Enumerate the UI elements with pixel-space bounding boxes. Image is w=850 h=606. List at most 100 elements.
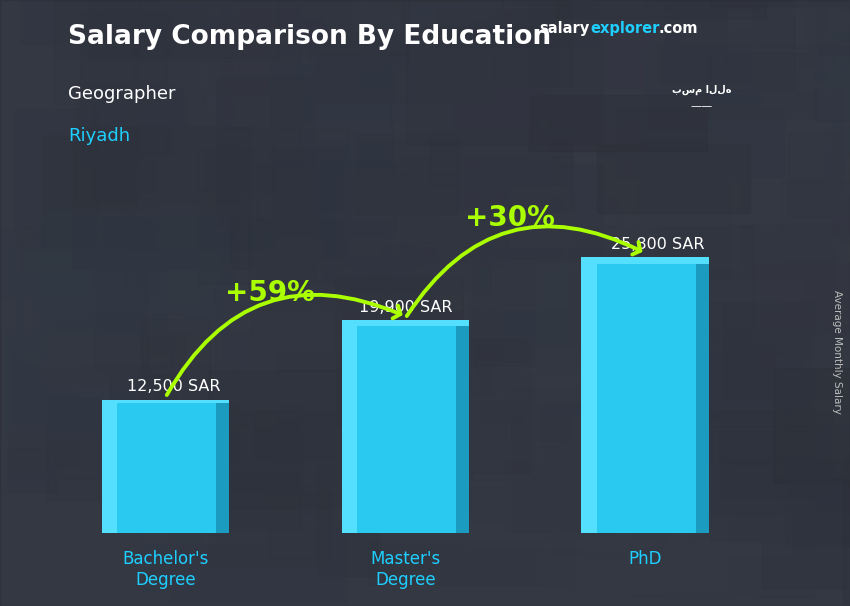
Bar bbox=[639, 139, 730, 278]
Bar bbox=[818, 0, 850, 55]
Bar bbox=[335, 277, 463, 413]
Text: 25,800 SAR: 25,800 SAR bbox=[611, 237, 705, 252]
Bar bbox=[54, 0, 204, 104]
Bar bbox=[402, 0, 502, 30]
Bar bbox=[89, 0, 279, 58]
Bar bbox=[343, 173, 507, 265]
Bar bbox=[645, 64, 761, 170]
Bar bbox=[75, 83, 188, 207]
Bar bbox=[92, 16, 173, 51]
Bar bbox=[658, 225, 847, 340]
Bar bbox=[666, 466, 791, 556]
Bar bbox=[838, 244, 850, 324]
Bar bbox=[114, 355, 208, 438]
Bar bbox=[555, 12, 688, 119]
Bar bbox=[322, 174, 490, 293]
Bar bbox=[47, 398, 99, 500]
Bar bbox=[804, 308, 850, 424]
Bar bbox=[314, 275, 389, 321]
Bar bbox=[418, 198, 619, 242]
Bar bbox=[581, 258, 597, 533]
Text: ——: —— bbox=[690, 101, 712, 111]
Bar bbox=[682, 9, 834, 134]
Bar bbox=[411, 48, 598, 140]
Bar bbox=[392, 139, 460, 175]
Bar bbox=[43, 135, 135, 245]
Bar bbox=[471, 248, 628, 366]
Bar bbox=[664, 402, 850, 539]
Bar bbox=[776, 358, 850, 478]
Bar bbox=[342, 321, 357, 533]
Bar bbox=[706, 410, 779, 513]
Bar bbox=[207, 0, 358, 95]
Bar bbox=[786, 406, 850, 546]
Bar bbox=[796, 0, 850, 88]
Bar bbox=[570, 226, 753, 341]
Bar bbox=[350, 257, 429, 358]
Bar bbox=[755, 263, 850, 367]
Bar bbox=[12, 355, 76, 467]
Bar bbox=[252, 259, 363, 381]
Bar bbox=[26, 251, 220, 363]
Bar bbox=[470, 442, 656, 547]
Bar bbox=[604, 19, 795, 90]
Bar bbox=[406, 27, 602, 145]
Bar bbox=[168, 19, 322, 54]
Bar bbox=[270, 487, 318, 559]
Bar bbox=[581, 258, 709, 533]
Bar bbox=[440, 213, 573, 308]
Bar bbox=[206, 128, 348, 261]
Bar bbox=[438, 401, 639, 451]
Bar bbox=[707, 53, 816, 118]
Bar bbox=[137, 188, 206, 302]
Bar bbox=[270, 65, 416, 122]
Bar bbox=[126, 210, 237, 298]
Bar bbox=[226, 441, 350, 521]
Bar bbox=[511, 387, 615, 533]
Bar bbox=[723, 458, 850, 512]
Bar bbox=[123, 492, 265, 544]
Bar bbox=[658, 0, 826, 82]
Bar bbox=[19, 58, 213, 105]
Text: Geographer: Geographer bbox=[68, 85, 175, 103]
Bar bbox=[296, 0, 389, 89]
Bar bbox=[381, 246, 437, 368]
Bar bbox=[581, 325, 679, 468]
Bar bbox=[21, 0, 139, 44]
Bar bbox=[170, 491, 346, 602]
Bar bbox=[157, 156, 218, 265]
Bar bbox=[198, 149, 343, 284]
Bar bbox=[93, 88, 183, 199]
Bar bbox=[173, 7, 220, 155]
Bar bbox=[788, 132, 850, 216]
Bar bbox=[348, 339, 530, 473]
Text: Average Monthly Salary: Average Monthly Salary bbox=[832, 290, 842, 413]
Bar bbox=[1, 227, 127, 298]
Bar bbox=[154, 363, 239, 462]
Text: 19,900 SAR: 19,900 SAR bbox=[359, 300, 452, 315]
Bar bbox=[537, 262, 621, 404]
Bar bbox=[48, 385, 146, 436]
Bar bbox=[172, 407, 303, 493]
Bar bbox=[505, 415, 572, 530]
Bar bbox=[159, 0, 341, 7]
Text: +59%: +59% bbox=[225, 279, 315, 307]
Bar bbox=[102, 399, 117, 533]
Bar bbox=[839, 127, 850, 171]
Bar bbox=[399, 375, 473, 514]
Bar bbox=[781, 181, 850, 331]
Bar bbox=[751, 135, 824, 176]
Bar bbox=[388, 383, 482, 484]
Bar bbox=[390, 31, 541, 131]
Bar bbox=[470, 0, 645, 39]
Bar bbox=[38, 205, 244, 315]
Bar bbox=[267, 54, 394, 99]
Bar bbox=[42, 337, 173, 379]
Text: +30%: +30% bbox=[465, 204, 555, 232]
Bar bbox=[9, 429, 141, 479]
Bar bbox=[833, 130, 850, 235]
Bar bbox=[664, 27, 751, 96]
Bar bbox=[356, 0, 500, 21]
Bar bbox=[49, 313, 184, 384]
Bar bbox=[442, 221, 501, 359]
